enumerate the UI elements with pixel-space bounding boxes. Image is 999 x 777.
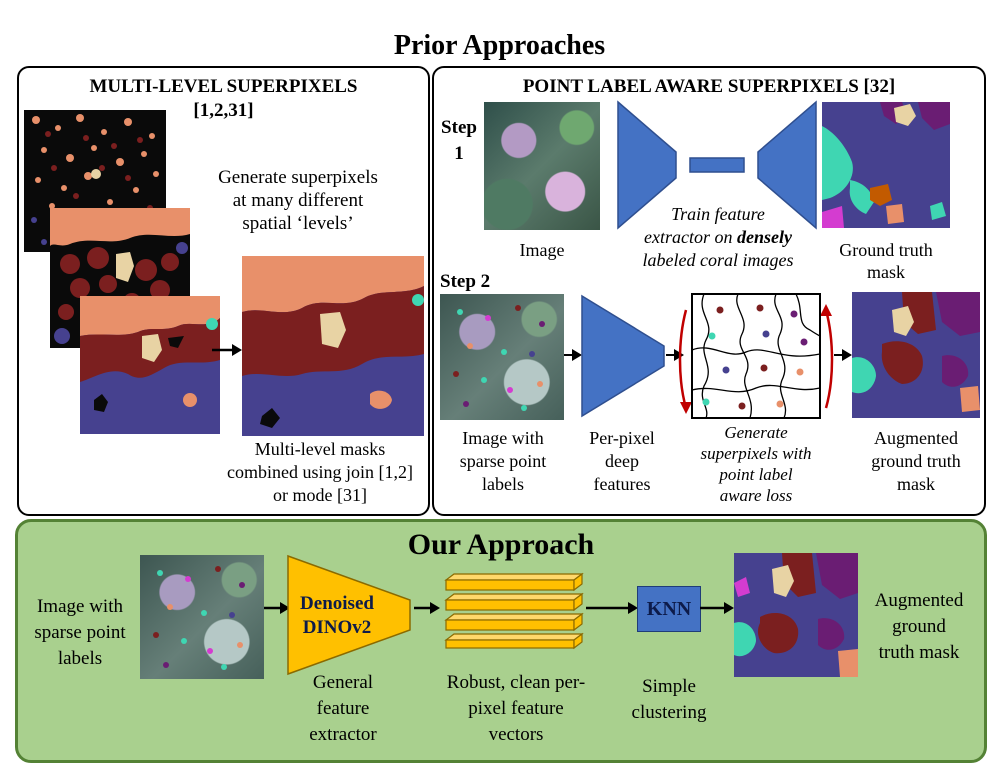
combine-arrow [212, 344, 242, 356]
knn-box: KNN [637, 586, 701, 632]
ground-truth-caption: Ground truth mask [839, 240, 933, 282]
step2-arrow-1 [564, 349, 582, 361]
densely-bold: densely [737, 227, 792, 247]
right-panel-title: POINT LABEL AWARE SUPERPIXELS [32] [522, 76, 896, 97]
bottom-arrow-1 [264, 602, 290, 614]
step2-label: Step 2 [440, 271, 491, 292]
step1-coral-image [484, 102, 600, 230]
step2-sparse-caption: Image with sparse point labels [459, 428, 547, 494]
bottom-arrow-3 [586, 602, 638, 614]
bottom-arrow-4 [700, 602, 734, 614]
bottom-sparse-image [140, 555, 264, 679]
dinov2-extractor-shape [287, 554, 411, 676]
feature-vectors-stack [444, 572, 584, 650]
train-feature-text: Train feature extractor on densely label… [642, 204, 794, 270]
superpixel-level-coarse [80, 296, 220, 434]
left-panel-title: MULTI-LEVEL SUPERPIXELS [89, 76, 358, 97]
generate-levels-text: Generate superpixels at many different s… [218, 167, 378, 234]
dinov2-label: Denoised DINOv2 [300, 593, 374, 638]
step1-label: Step 1 [441, 117, 477, 164]
encoder-decoder-diagram [617, 100, 817, 230]
red-curved-arrow-left [678, 309, 688, 409]
features-caption: Robust, clean per- pixel feature vectors [446, 672, 586, 745]
combined-masks-caption: Multi-level masks combined using join [1… [227, 439, 413, 505]
step1-image-caption: Image [519, 240, 565, 260]
ground-truth-mask-image [822, 102, 950, 228]
bottleneck-shape [689, 157, 745, 173]
generate-superpixels-caption: Generate superpixels with point label aw… [700, 423, 812, 505]
sparse-points [453, 305, 545, 411]
decoder-shape [757, 100, 817, 230]
bottom-input-caption: Image with sparse point labels [34, 596, 126, 669]
per-pixel-encoder [581, 294, 665, 418]
left-panel-citation: [1,2,31] [193, 100, 254, 121]
step2-arrow-3 [834, 349, 852, 361]
page-title: Prior Approaches [393, 30, 606, 61]
bottom-output-caption: Augmented ground truth mask [874, 590, 964, 663]
superpixel-boundaries-diagram [678, 293, 834, 419]
per-pixel-caption: Per-pixel deep features [589, 428, 655, 494]
combined-mask-image [242, 256, 424, 436]
knn-caption: Simple clustering [631, 676, 707, 723]
bottom-augmented-mask [734, 553, 858, 677]
step2-sparse-image [440, 294, 564, 420]
our-approach-title: Our Approach [407, 528, 595, 561]
bottom-sparse-points [153, 566, 245, 670]
extractor-caption: General feature extractor [309, 672, 377, 745]
red-curved-arrow-right [824, 309, 834, 409]
encoder-shape [617, 100, 677, 230]
augmented-mask-image [852, 292, 980, 418]
augmented-caption: Augmented ground truth mask [871, 428, 961, 494]
bottom-arrow-2 [414, 602, 440, 614]
